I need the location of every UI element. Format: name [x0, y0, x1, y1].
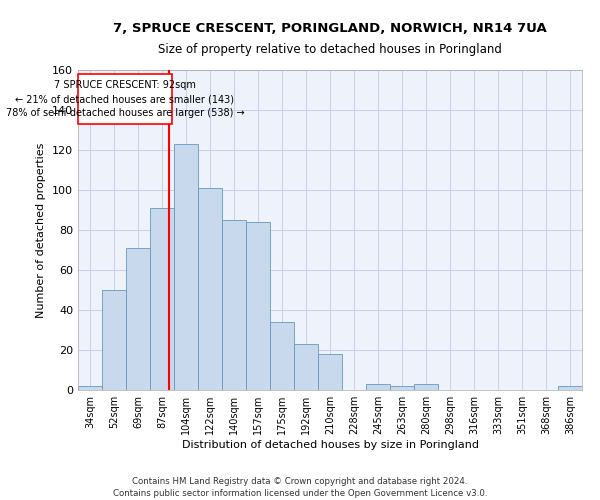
Bar: [222, 220, 246, 390]
Text: Contains HM Land Registry data © Crown copyright and database right 2024.: Contains HM Land Registry data © Crown c…: [132, 478, 468, 486]
Bar: [366, 384, 390, 390]
Bar: [198, 188, 222, 390]
Bar: [102, 290, 126, 390]
Bar: [78, 386, 102, 390]
Text: 7 SPRUCE CRESCENT: 92sqm: 7 SPRUCE CRESCENT: 92sqm: [54, 80, 196, 90]
X-axis label: Distribution of detached houses by size in Poringland: Distribution of detached houses by size …: [182, 440, 479, 450]
Bar: [558, 386, 582, 390]
Text: Size of property relative to detached houses in Poringland: Size of property relative to detached ho…: [158, 42, 502, 56]
Text: 78% of semi-detached houses are larger (538) →: 78% of semi-detached houses are larger (…: [5, 108, 244, 118]
Bar: [294, 344, 318, 390]
Text: ← 21% of detached houses are smaller (143): ← 21% of detached houses are smaller (14…: [16, 94, 235, 104]
Y-axis label: Number of detached properties: Number of detached properties: [37, 142, 46, 318]
Bar: [246, 222, 270, 390]
Bar: [126, 248, 150, 390]
Bar: [150, 208, 174, 390]
FancyBboxPatch shape: [78, 74, 172, 124]
Text: 7, SPRUCE CRESCENT, PORINGLAND, NORWICH, NR14 7UA: 7, SPRUCE CRESCENT, PORINGLAND, NORWICH,…: [113, 22, 547, 36]
Bar: [390, 386, 414, 390]
Bar: [318, 354, 342, 390]
Bar: [414, 384, 438, 390]
Bar: [174, 144, 198, 390]
Bar: [270, 322, 294, 390]
Text: Contains public sector information licensed under the Open Government Licence v3: Contains public sector information licen…: [113, 489, 487, 498]
